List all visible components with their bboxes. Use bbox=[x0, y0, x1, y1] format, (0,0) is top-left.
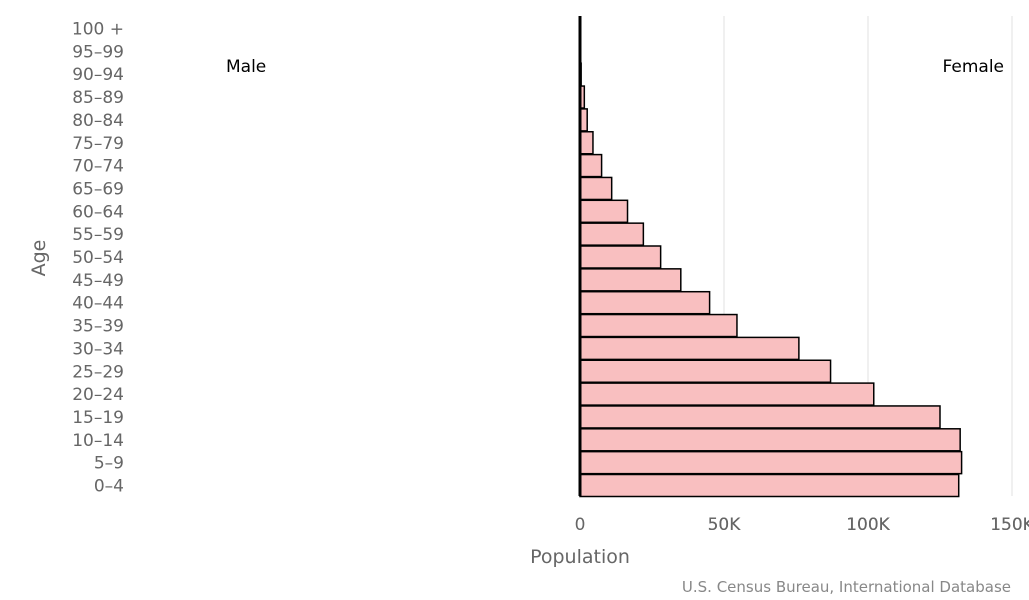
x-tick-label-2: 50K bbox=[708, 515, 742, 535]
female-bar-25-29 bbox=[579, 359, 832, 383]
female-bar-35-39 bbox=[579, 313, 738, 338]
gridlines bbox=[723, 16, 1013, 496]
x-tick-label-1: 100K bbox=[846, 515, 890, 535]
female-bar-55-59 bbox=[579, 222, 645, 246]
y-tick-label-80-84: 80–84 bbox=[72, 111, 124, 131]
female-bar-0-4 bbox=[579, 473, 960, 498]
y-tick-label-0-4: 0–4 bbox=[94, 477, 124, 497]
y-tick-label-20-24: 20–24 bbox=[72, 385, 124, 405]
female-bar-45-49 bbox=[579, 268, 682, 292]
female-bar-50-54 bbox=[579, 245, 662, 269]
female-bar-70-74 bbox=[579, 153, 603, 178]
x-tick-label-3: 0 bbox=[575, 515, 586, 535]
y-tick-label-65-69: 65–69 bbox=[72, 179, 124, 199]
female-bar-15-19 bbox=[579, 405, 941, 429]
y-tick-label-90-94: 90–94 bbox=[72, 65, 124, 85]
y-tick-label-40-44: 40–44 bbox=[72, 294, 124, 314]
y-tick-label-45-49: 45–49 bbox=[72, 271, 124, 291]
x-tick-label-5: 100K bbox=[846, 515, 890, 535]
y-tick-label-85-89: 85–89 bbox=[72, 88, 124, 108]
female-bar-60-64 bbox=[579, 199, 629, 224]
y-tick-label-100plusplus: 100 + bbox=[72, 20, 124, 40]
y-tick-label-15-19: 15–19 bbox=[72, 408, 124, 428]
y-tick-label-60-64: 60–64 bbox=[72, 202, 124, 222]
y-tick-label-10-14: 10–14 bbox=[72, 431, 124, 451]
y-tick-label-55-59: 55–59 bbox=[72, 225, 124, 245]
female-bar-40-44 bbox=[579, 290, 711, 315]
y-axis-title: Age bbox=[28, 240, 50, 277]
source-credit: U.S. Census Bureau, International Databa… bbox=[682, 578, 1011, 596]
female-bar-65-69 bbox=[579, 176, 613, 201]
female-bar-10-14 bbox=[579, 428, 961, 452]
female-side-label: Female bbox=[943, 57, 1004, 77]
y-tick-label-30-34: 30–34 bbox=[72, 339, 124, 359]
female-bar-30-34 bbox=[579, 336, 800, 361]
x-tick-label-0: 150K bbox=[990, 515, 1029, 535]
y-tick-label-25-29: 25–29 bbox=[72, 362, 124, 382]
y-tick-label-70-74: 70–74 bbox=[72, 157, 124, 177]
male-side-label: Male bbox=[226, 57, 266, 77]
female-bar-75-79 bbox=[579, 131, 594, 155]
y-tick-label-5-9: 5–9 bbox=[94, 454, 124, 474]
y-tick-label-95-99: 95–99 bbox=[72, 42, 124, 62]
y-tick-label-50-54: 50–54 bbox=[72, 248, 124, 268]
x-tick-label-4: 50K bbox=[708, 515, 742, 535]
female-bar-5-9 bbox=[579, 450, 963, 475]
y-tick-label-75-79: 75–79 bbox=[72, 134, 124, 154]
female-bar-20-24 bbox=[579, 382, 875, 406]
y-tick-label-35-39: 35–39 bbox=[72, 317, 124, 337]
x-tick-label-6: 150K bbox=[990, 515, 1029, 535]
x-axis-title: Population bbox=[530, 546, 630, 568]
bars bbox=[579, 39, 963, 498]
